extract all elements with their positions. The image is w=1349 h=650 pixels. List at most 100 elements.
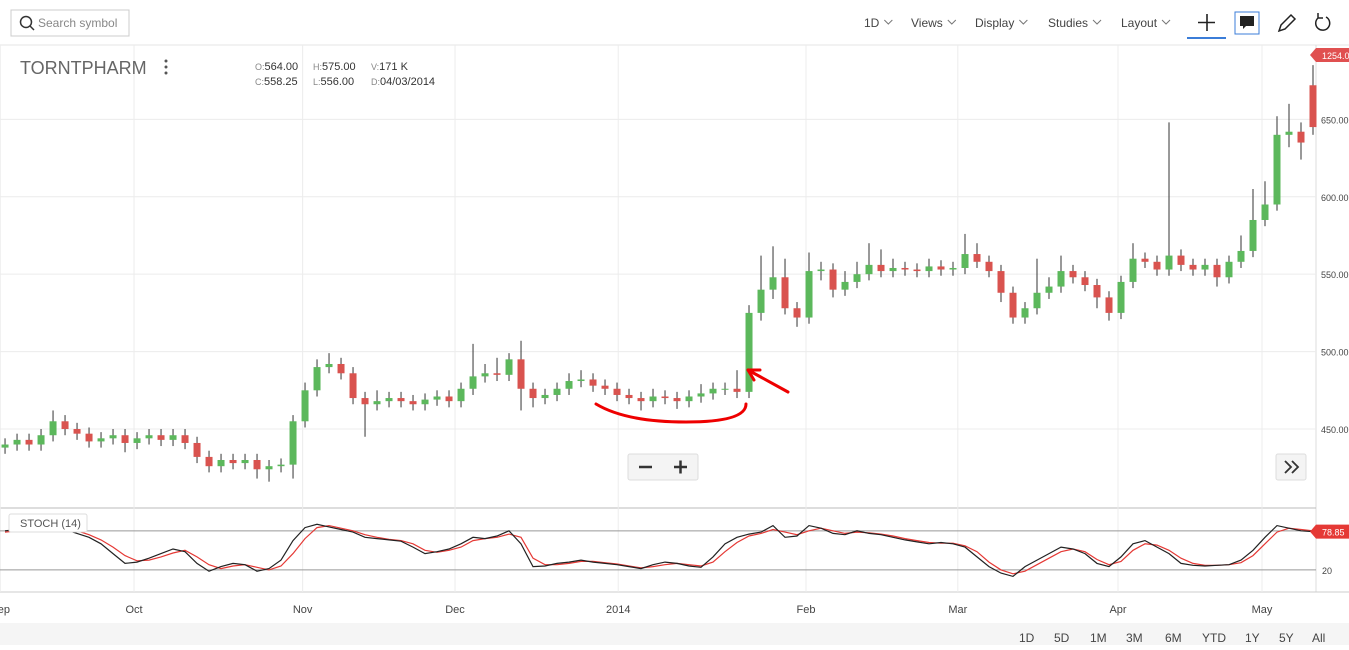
menu[interactable]: Layout bbox=[1121, 16, 1158, 30]
menu[interactable]: Display bbox=[975, 16, 1014, 30]
candle-body bbox=[937, 266, 945, 270]
search-placeholder[interactable]: Search symbol bbox=[38, 16, 117, 30]
menu-chevron bbox=[883, 19, 893, 25]
info-label: D: bbox=[371, 77, 380, 87]
x-tick-label: Mar bbox=[948, 604, 967, 616]
last-price-label: 1254.0 bbox=[1322, 51, 1349, 61]
candle-body bbox=[709, 388, 717, 394]
annotation-curve bbox=[594, 402, 748, 424]
candle-body bbox=[565, 381, 573, 389]
menu-chevron bbox=[947, 19, 957, 25]
candle-body bbox=[361, 398, 369, 405]
x-tick-label: 2014 bbox=[606, 604, 630, 616]
candle-body bbox=[229, 459, 237, 464]
menu[interactable]: Views bbox=[911, 16, 943, 30]
info-value: 171 K bbox=[379, 61, 408, 73]
candle-body bbox=[421, 399, 429, 405]
candle-body bbox=[241, 459, 249, 464]
candle-body bbox=[1189, 264, 1197, 270]
x-tick-label: May bbox=[1252, 604, 1273, 616]
range-button[interactable]: 3M bbox=[1126, 631, 1143, 645]
x-tick-label: Apr bbox=[1109, 604, 1126, 616]
candle-body bbox=[49, 421, 57, 436]
candle-body bbox=[325, 363, 333, 368]
range-button[interactable]: 1M bbox=[1090, 631, 1107, 645]
comment-button[interactable] bbox=[1234, 11, 1260, 35]
y-tick-label: 500.00 bbox=[1321, 348, 1349, 358]
zoom-in[interactable] bbox=[674, 460, 687, 474]
candle-body bbox=[685, 396, 693, 402]
candle-body bbox=[901, 267, 909, 270]
range-button[interactable]: 1D bbox=[1019, 631, 1035, 645]
range-button[interactable]: 5Y bbox=[1279, 631, 1294, 645]
info-label: H: bbox=[313, 62, 322, 72]
candle-body bbox=[1177, 255, 1185, 265]
last-price-tag bbox=[1310, 48, 1349, 62]
candle-body bbox=[649, 396, 657, 402]
study-label: STOCH (14) bbox=[20, 518, 81, 530]
candle-body bbox=[493, 373, 501, 375]
menu[interactable]: 1D bbox=[864, 16, 880, 30]
ohlc-info: V:171 K bbox=[371, 61, 409, 73]
candle-body bbox=[349, 373, 357, 399]
draw-button[interactable] bbox=[1277, 13, 1297, 33]
candle-body bbox=[769, 277, 777, 290]
candle-body bbox=[1165, 255, 1173, 270]
candle-body bbox=[1237, 250, 1245, 262]
candle-body bbox=[61, 421, 69, 430]
study-tick-label: 20 bbox=[1322, 566, 1332, 576]
candle-body bbox=[1105, 297, 1113, 313]
x-tick-label: Sep bbox=[0, 604, 10, 616]
candle-body bbox=[445, 396, 453, 402]
candle-body bbox=[997, 271, 1005, 293]
candle-body bbox=[541, 394, 549, 399]
candle-body bbox=[781, 277, 789, 309]
study-label-box[interactable] bbox=[8, 513, 88, 533]
candle-body bbox=[1273, 134, 1281, 205]
x-tick-label: Dec bbox=[445, 604, 465, 616]
ohlc-info: H:575.00 bbox=[313, 61, 356, 73]
info-label: V: bbox=[371, 62, 379, 72]
menu[interactable]: Studies bbox=[1048, 16, 1088, 30]
study-value-tag bbox=[1310, 524, 1349, 539]
range-button[interactable]: All bbox=[1312, 631, 1325, 645]
ohlc-info: O:564.00 bbox=[255, 61, 298, 73]
candle-body bbox=[517, 359, 525, 389]
candle-body bbox=[745, 312, 753, 392]
reset-button[interactable] bbox=[1314, 13, 1331, 31]
candle-body bbox=[793, 308, 801, 318]
candle-body bbox=[1, 444, 9, 448]
info-label: C: bbox=[255, 77, 264, 87]
candle-body bbox=[385, 398, 393, 402]
candle-body bbox=[865, 264, 873, 275]
candle-body bbox=[589, 379, 597, 386]
info-value: 04/03/2014 bbox=[380, 76, 435, 88]
candle-body bbox=[205, 456, 213, 467]
candle-body bbox=[193, 442, 201, 457]
range-button[interactable]: YTD bbox=[1202, 631, 1226, 645]
candle-body bbox=[169, 435, 177, 440]
range-button[interactable]: 6M bbox=[1165, 631, 1182, 645]
y-tick-label: 600.00 bbox=[1321, 193, 1349, 203]
candle-body bbox=[1249, 219, 1257, 251]
candle-body bbox=[601, 385, 609, 389]
x-tick-label: Nov bbox=[293, 604, 313, 616]
candle-body bbox=[853, 274, 861, 282]
stoch-line bbox=[4, 524, 1314, 575]
candle-body bbox=[97, 438, 105, 442]
candle-body bbox=[133, 438, 141, 443]
candle-body bbox=[277, 464, 285, 467]
candle-body bbox=[1141, 258, 1149, 262]
search-icon bbox=[19, 15, 33, 29]
candle-body bbox=[397, 398, 405, 402]
zoom-controls bbox=[627, 453, 699, 481]
candle-body bbox=[289, 421, 297, 465]
crosshair-button[interactable] bbox=[1198, 14, 1215, 31]
candle-body bbox=[373, 401, 381, 405]
candle-body bbox=[985, 261, 993, 272]
symbol: TORNTPHARM bbox=[20, 58, 147, 78]
range-button[interactable]: 5D bbox=[1054, 631, 1070, 645]
range-button[interactable]: 1Y bbox=[1245, 631, 1260, 645]
candle-body bbox=[157, 435, 165, 440]
